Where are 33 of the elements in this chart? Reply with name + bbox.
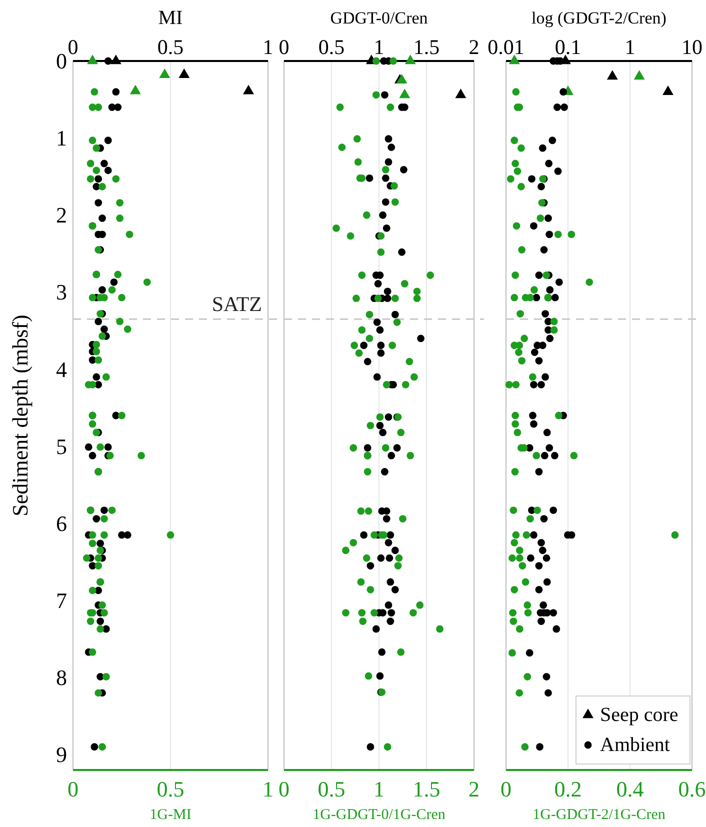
y-tick-label: 3 — [56, 280, 67, 305]
x2-tick-label: 0.01 — [488, 35, 524, 59]
x-tick-label: 1 — [374, 35, 384, 59]
x-tick-label: 0.5 — [318, 35, 345, 59]
x-tick-label: 1 — [262, 35, 274, 59]
y-tick-label: 9 — [56, 742, 67, 768]
legend-label: Ambient — [600, 734, 670, 756]
y-tick-label: 6 — [56, 510, 67, 536]
x-axis-title: 1G-MI — [150, 807, 192, 823]
x-tick-label: 2 — [468, 35, 480, 59]
y-tick-label: 8 — [56, 665, 67, 690]
y-axis-title: Sediment depth (mbsf) — [8, 314, 32, 516]
x-tick-label: 0.4 — [616, 776, 644, 802]
x-tick-label: 0 — [278, 35, 290, 59]
y-tick-label: 5 — [56, 434, 67, 459]
x2-tick-label: 10 — [682, 35, 702, 59]
x-axis-title: 1G-GDGT-0/1G-Cren — [312, 807, 446, 823]
legend-label: Seep core — [600, 704, 678, 726]
y-tick-label: 4 — [56, 356, 67, 382]
x-tick-label: 0.5 — [157, 35, 184, 59]
x-tick-label: 0 — [500, 776, 512, 802]
x-axis-title: 1G-GDGT-2/1G-Cren — [532, 807, 666, 823]
y-tick-label: 2 — [56, 202, 67, 228]
x-tick-label: 1.5 — [413, 35, 440, 59]
ref-line-label: SATZ — [212, 292, 262, 316]
x2-axis-title: GDGT-0/Cren — [330, 8, 428, 28]
y-tick-label: 7 — [56, 588, 67, 613]
x2-axis-title: log (GDGT-2/Cren) — [532, 8, 666, 28]
y-tick-label: 1 — [56, 126, 67, 151]
x2-axis-title: MI — [158, 7, 183, 29]
x2-tick-label: 0.1 — [554, 35, 582, 59]
x-tick-label: 0.6 — [678, 776, 706, 802]
x-tick-label: 0.2 — [554, 776, 582, 802]
